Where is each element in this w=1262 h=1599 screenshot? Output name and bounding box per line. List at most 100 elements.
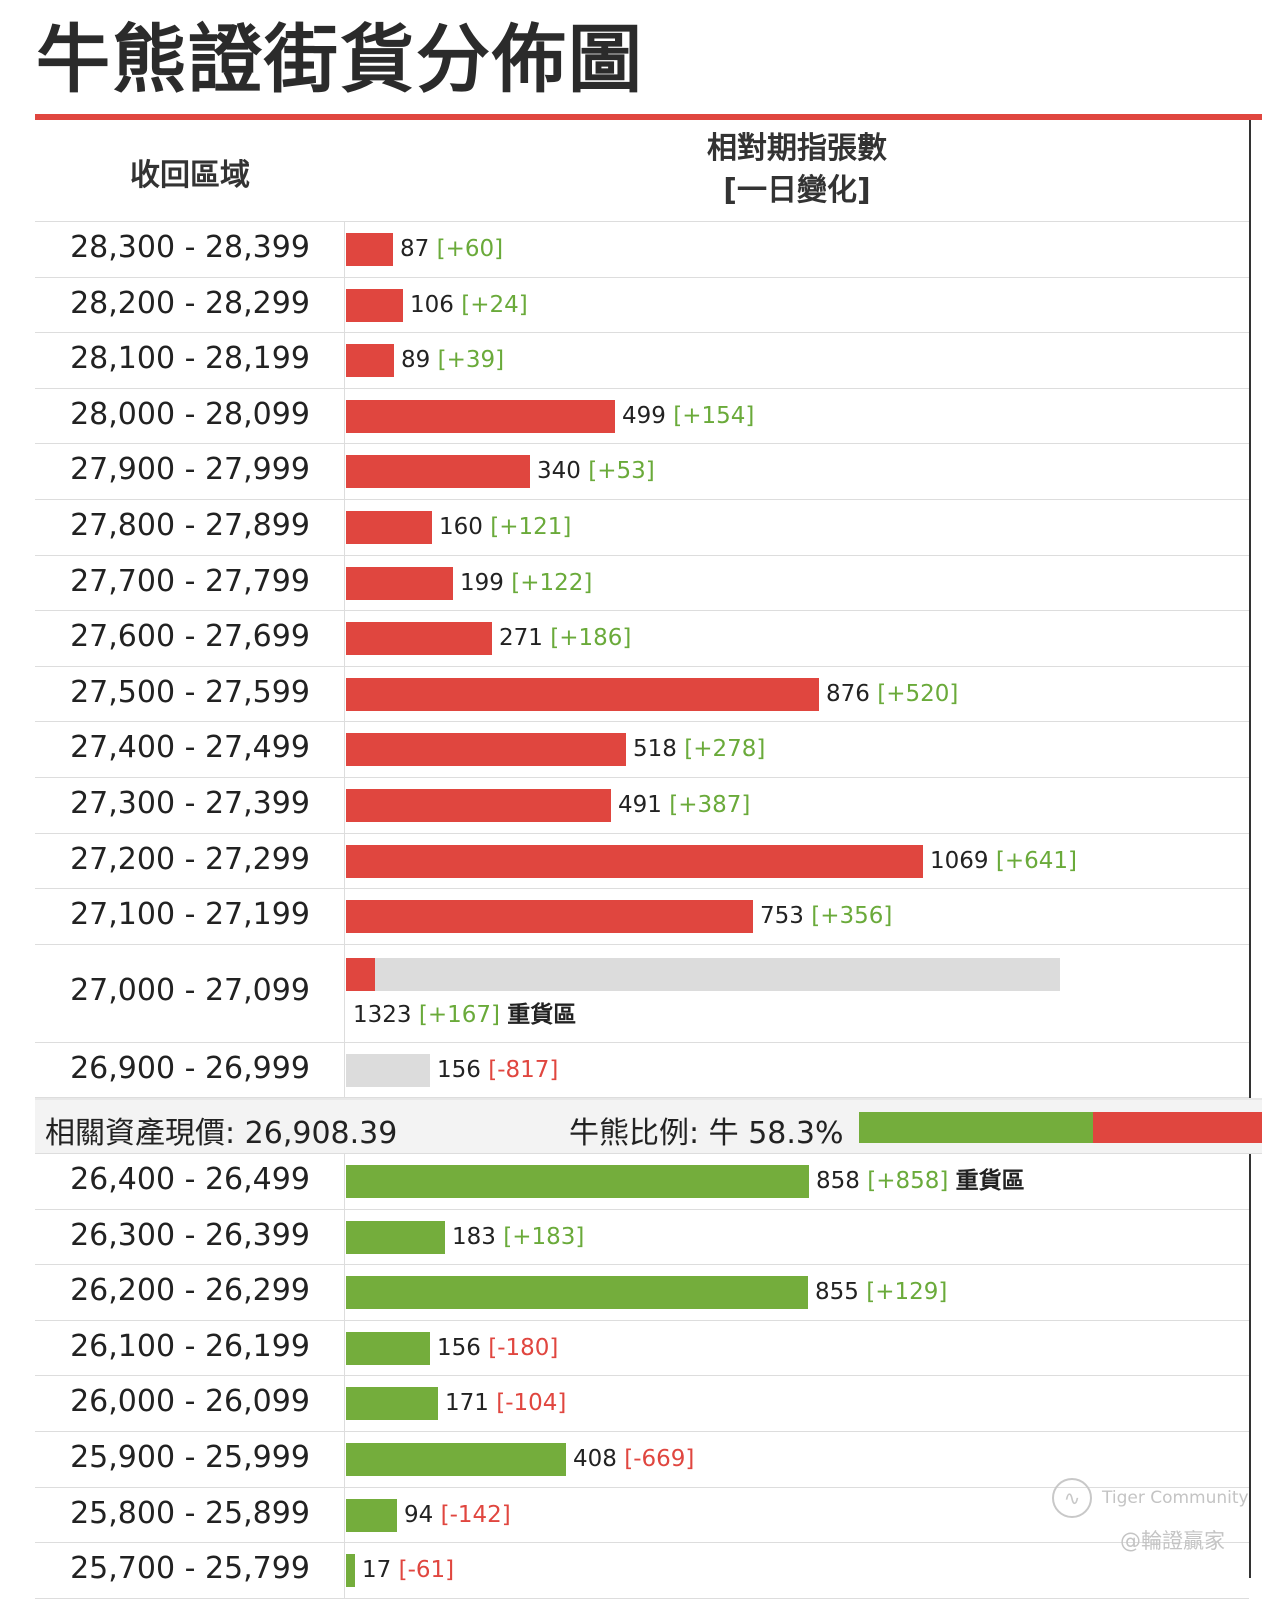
bar-change: [-817] [488,1056,559,1083]
bar-change: [-104] [496,1390,567,1417]
range-label: 27,800 - 27,899 [70,508,310,543]
bar-change: [+129] [866,1279,948,1306]
table-row: 27,700 - 27,799 199 [+122] [35,555,1249,612]
bar-value: 160 [439,514,483,540]
bar-change: [+387] [669,792,751,818]
column-separator [344,555,345,612]
bar-label: 408 [-669] [573,1443,694,1476]
bar-value: 340 [537,458,581,485]
range-label: 26,400 - 26,499 [70,1162,310,1197]
value-header-line-1: 相對期指張數 [707,131,887,166]
range-label: 26,000 - 26,099 [70,1384,310,1420]
bar-change: [+39] [437,347,505,374]
table-row: 26,400 - 26,499 858 [+858] 重貨區 [35,1154,1249,1210]
range-label: 27,500 - 27,599 [70,674,310,710]
header-divider [35,221,1249,222]
title-divider [35,114,1262,120]
bar-value: 87 [400,236,430,262]
bar-change: [+278] [684,736,766,763]
bar-label: 753 [+356] [760,900,892,933]
table-row: 25,900 - 25,999 408 [-669] [35,1432,1249,1488]
bar [346,511,432,544]
bar-change: [+24] [461,291,528,318]
table-row: 27,100 - 27,199 753 [+356] [35,889,1249,945]
range-label: 27,100 - 27,199 [70,897,310,933]
column-separator [344,444,345,500]
range-label: 27,000 - 27,099 [70,972,310,1008]
bar-label: 340 [+53] [537,455,655,488]
range-label: 26,200 - 26,299 [70,1273,310,1309]
table-row: 25,800 - 25,899 94 [-142] [35,1487,1249,1544]
bar-change: [-180] [488,1334,559,1361]
range-label: 28,100 - 28,199 [70,341,310,377]
watermark-brand: Tiger Community [1102,1488,1249,1508]
bar-label: 156 [-180] [437,1332,558,1365]
bar-value: 156 [437,1334,481,1361]
ratio-bar [859,1112,1262,1143]
bar-label: 855 [+129] [815,1276,947,1309]
table-row: 28,000 - 28,099 499 [+154] [35,388,1249,445]
column-separator [344,222,345,278]
bar-change: [+154] [673,402,755,429]
range-label: 28,300 - 28,399 [70,230,310,265]
column-separator [344,1543,345,1599]
bar-value: 1069 [930,847,989,874]
column-separator [344,388,345,445]
bar-value: 855 [815,1279,859,1306]
bar-change: [-142] [440,1501,511,1528]
bar-change: [-61] [398,1557,455,1584]
column-separator [344,889,345,945]
bar [346,1443,566,1476]
bar-value: 156 [437,1056,481,1083]
bar-label: 89 [+39] [401,344,504,377]
watermark-account: @輪證贏家 [1120,1529,1225,1553]
range-label: 26,300 - 26,399 [70,1217,310,1253]
bar-value: 89 [401,347,431,374]
column-separator [344,1376,345,1432]
bar-label: 106 [+24] [410,289,528,322]
range-label: 26,100 - 26,199 [70,1328,310,1364]
bar-label: 271 [+186] [499,622,631,655]
bar-value: 753 [760,903,804,930]
table-row: 27,500 - 27,599 876 [+520] [35,666,1249,723]
bar-label: 160 [+121] [439,511,571,544]
heavy-zone-tag: 重貨區 [507,1001,577,1028]
range-label: 25,700 - 25,799 [70,1551,310,1587]
price-ratio-row: 相關資產現價: 26,908.39 牛熊比例: 牛 58.3% [35,1098,1262,1154]
bar-value: 858 [816,1168,860,1194]
range-label: 26,900 - 26,999 [70,1050,310,1086]
range-label: 28,000 - 28,099 [70,396,310,432]
table-row: 28,300 - 28,399 87 [+60] [35,222,1249,278]
right-border-lower [1249,1154,1251,1578]
range-label: 27,900 - 27,999 [70,452,310,488]
bar [346,233,393,266]
bar [346,789,611,822]
table-row: 27,600 - 27,699 271 [+186] [35,611,1249,667]
column-separator [344,666,345,723]
bar-change: [+60] [436,236,504,262]
range-label: 27,200 - 27,299 [70,841,310,877]
table-row: 28,100 - 28,199 89 [+39] [35,333,1249,389]
bar-label: 199 [+122] [460,567,592,600]
bar-value: 171 [445,1390,489,1417]
table-row: 27,000 - 27,099 1323 [+167] 重貨區 [35,944,1249,1043]
bar-change: [+186] [550,625,632,652]
bar [346,1276,808,1310]
column-separator [344,1432,345,1488]
table-row: 27,300 - 27,399 491 [+387] [35,778,1249,834]
bar [346,957,375,991]
table-row: 26,300 - 26,399 183 [+183] [35,1209,1249,1266]
table-row: 25,700 - 25,799 17 [-61] [35,1543,1249,1599]
bar-change: [+121] [490,514,572,540]
range-column-header: 收回區域 [130,158,250,193]
bar-background [346,957,1060,991]
bar-label: 87 [+60] [400,233,503,266]
column-separator [344,722,345,778]
table-row: 26,000 - 26,099 171 [-104] [35,1376,1249,1432]
bar-change: [+122] [511,569,593,596]
bar [346,622,492,656]
bar-label: 17 [-61] [362,1554,454,1587]
table-row: 27,900 - 27,999 340 [+53] [35,444,1249,500]
bar-change: [+641] [995,847,1077,874]
bar [346,677,819,711]
